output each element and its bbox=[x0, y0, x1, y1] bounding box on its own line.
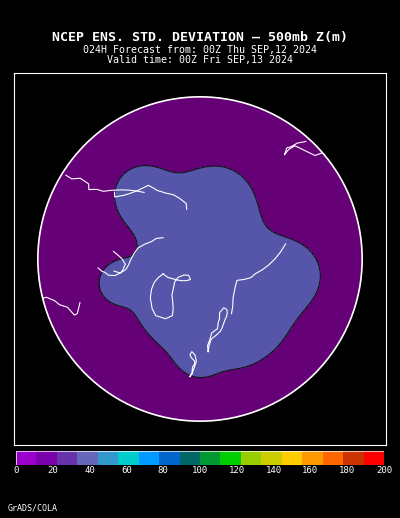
Circle shape bbox=[38, 97, 362, 421]
Text: GrADS/COLA: GrADS/COLA bbox=[8, 504, 58, 513]
Bar bbox=[118, 451, 139, 465]
Bar bbox=[261, 451, 282, 465]
Point bbox=[197, 255, 203, 263]
Bar bbox=[200, 451, 220, 465]
Bar bbox=[16, 451, 36, 465]
Text: Valid time: 00Z Fri SEP,13 2024: Valid time: 00Z Fri SEP,13 2024 bbox=[107, 55, 293, 65]
Point bbox=[197, 255, 203, 263]
Bar bbox=[159, 451, 180, 465]
Text: 024H Forecast from: 00Z Thu SEP,12 2024: 024H Forecast from: 00Z Thu SEP,12 2024 bbox=[83, 45, 317, 55]
Point bbox=[197, 255, 203, 263]
Text: 120: 120 bbox=[229, 466, 245, 476]
Bar bbox=[220, 451, 241, 465]
Bar bbox=[302, 451, 323, 465]
Text: 160: 160 bbox=[302, 466, 318, 476]
Text: 80: 80 bbox=[158, 466, 168, 476]
Bar bbox=[98, 451, 118, 465]
Text: 140: 140 bbox=[266, 466, 282, 476]
Text: 180: 180 bbox=[339, 466, 355, 476]
Text: 60: 60 bbox=[121, 466, 132, 476]
Bar bbox=[364, 451, 384, 465]
Bar bbox=[180, 451, 200, 465]
Bar bbox=[139, 451, 159, 465]
Bar bbox=[282, 451, 302, 465]
Text: NCEP ENS. STD. DEVIATION – 500mb Z(m): NCEP ENS. STD. DEVIATION – 500mb Z(m) bbox=[52, 31, 348, 45]
Point bbox=[197, 255, 203, 263]
Text: 20: 20 bbox=[48, 466, 58, 476]
Text: 40: 40 bbox=[84, 466, 95, 476]
Bar bbox=[57, 451, 77, 465]
Text: 200: 200 bbox=[376, 466, 392, 476]
Bar bbox=[241, 451, 261, 465]
Text: 0: 0 bbox=[13, 466, 19, 476]
Bar bbox=[343, 451, 364, 465]
Text: 100: 100 bbox=[192, 466, 208, 476]
Bar bbox=[323, 451, 343, 465]
Bar bbox=[77, 451, 98, 465]
Bar bbox=[36, 451, 57, 465]
